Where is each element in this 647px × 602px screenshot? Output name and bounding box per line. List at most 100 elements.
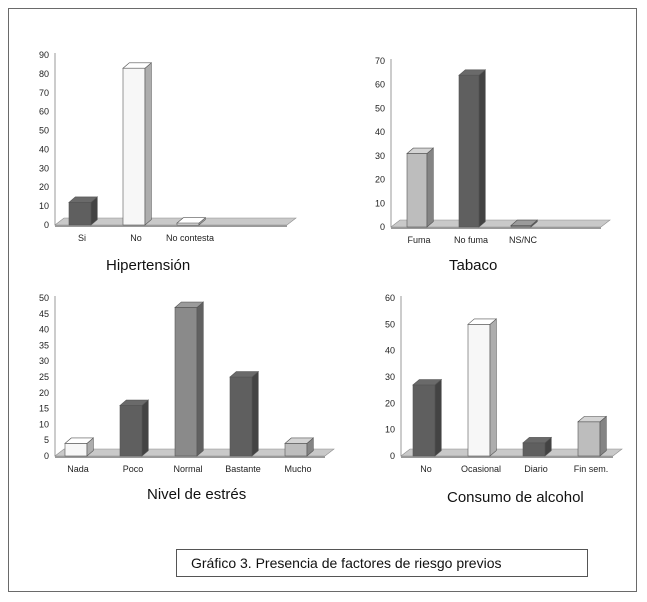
bar — [229, 370, 260, 457]
chart-title-hipertension: Hipertensión — [106, 257, 191, 274]
bar-front — [577, 421, 601, 457]
y-tick-label: 80 — [39, 69, 49, 79]
chart-nivel-estres-svg: 0 5 10 15 20 25 30 35 40 45 50 Nada Poco Normal Bastan… — [39, 293, 335, 474]
x-tick-label: Diario — [524, 464, 548, 474]
y-tick-label: 60 — [375, 80, 385, 90]
bar — [412, 378, 443, 457]
bar-side — [434, 378, 442, 457]
bar-top — [522, 437, 553, 444]
y-tick-label: 40 — [385, 346, 395, 356]
bar — [577, 415, 608, 457]
bar-front — [522, 442, 546, 457]
y-tick-label: 90 — [39, 50, 49, 60]
y-tick-label: 50 — [375, 103, 385, 113]
chart-title-consumo-alcohol: Consumo de alcohol — [447, 489, 584, 506]
bar-front — [406, 153, 428, 228]
bar-top — [577, 416, 608, 423]
x-tick-label: Normal — [173, 464, 202, 474]
y-tick-label: 15 — [39, 404, 49, 414]
x-tick-label: Si — [78, 233, 86, 243]
x-tick-label: No fuma — [454, 235, 488, 245]
y-tick-label: 35 — [39, 340, 49, 350]
y-tick-label: 50 — [385, 319, 395, 329]
bar — [406, 147, 435, 228]
bar — [522, 436, 553, 457]
chart-consumo-alcohol-svg: 0 10 20 30 40 50 60 No Ocasional Diario Fin sem. — [385, 293, 623, 474]
bar-side — [599, 415, 607, 457]
bar-side — [478, 69, 486, 228]
y-tick-label: 20 — [375, 175, 385, 185]
bar-front — [119, 405, 143, 457]
bar-front — [229, 376, 253, 457]
bar-side — [196, 301, 204, 457]
figure-caption: Gráfico 3. Presencia de factores de ries… — [176, 549, 588, 577]
chart-nivel-estres: 0 5 10 15 20 25 30 35 40 45 50 Nada Poco Normal Bastan… — [33, 290, 353, 480]
bar-side — [426, 147, 434, 228]
chart-floor-edge — [401, 456, 613, 458]
x-tick-label: Ocasional — [461, 464, 501, 474]
chart-floor-edge — [55, 225, 287, 227]
figure-frame: 0 10 20 30 40 50 60 70 80 90 Si No No contesta Hiper… — [8, 8, 637, 592]
y-tick-label: 60 — [385, 293, 395, 303]
bar — [510, 219, 539, 228]
y-tick-label: 40 — [39, 325, 49, 335]
bar-front — [68, 202, 92, 226]
bar-top — [229, 371, 260, 378]
x-tick-label: Fin sem. — [574, 464, 609, 474]
chart-consumo-alcohol: 0 10 20 30 40 50 60 No Ocasional Diario Fin sem. — [379, 290, 629, 480]
bar-top — [119, 399, 150, 406]
chart-tabaco-svg: 0 10 20 30 40 50 60 70 Fuma No fuma NS/NC — [375, 56, 611, 245]
bar — [122, 62, 153, 226]
y-tick-label: 10 — [385, 425, 395, 435]
bar-front — [284, 443, 308, 457]
y-tick-label: 0 — [44, 451, 49, 461]
x-tick-label: No contesta — [166, 233, 214, 243]
x-tick-label: Nada — [67, 464, 89, 474]
bar-top — [467, 318, 498, 325]
bar-top — [412, 379, 443, 386]
bar-top — [176, 217, 207, 224]
bar-side — [251, 370, 259, 457]
bar-top — [284, 437, 315, 444]
bar-front — [122, 67, 146, 226]
bar — [174, 301, 205, 457]
bar-side — [144, 62, 152, 226]
y-tick-label: 20 — [39, 182, 49, 192]
y-tick-label: 20 — [39, 388, 49, 398]
chart-hipertension: 0 10 20 30 40 50 60 70 80 90 Si No No contesta — [33, 47, 303, 247]
bar-front — [412, 384, 436, 457]
bar-side — [141, 399, 149, 457]
y-tick-label: 50 — [39, 126, 49, 136]
y-tick-label: 10 — [375, 198, 385, 208]
bar-front — [467, 324, 491, 457]
y-tick-label: 30 — [39, 356, 49, 366]
bar — [64, 437, 95, 457]
bar-front — [458, 74, 480, 228]
y-tick-label: 50 — [39, 293, 49, 303]
bar — [458, 69, 487, 228]
y-tick-label: 40 — [375, 127, 385, 137]
bar-top — [458, 69, 487, 76]
chart-title-nivel-estres: Nivel de estrés — [147, 486, 247, 503]
y-tick-label: 5 — [44, 435, 49, 445]
y-tick-label: 45 — [39, 309, 49, 319]
bar-top — [64, 437, 95, 444]
y-tick-label: 30 — [39, 163, 49, 173]
bar — [284, 437, 315, 457]
bar-front — [64, 443, 88, 457]
chart-floor-edge — [391, 227, 601, 229]
y-tick-label: 20 — [385, 398, 395, 408]
y-tick-label: 70 — [375, 56, 385, 66]
bar-top — [122, 62, 153, 69]
y-tick-label: 25 — [39, 372, 49, 382]
bar — [119, 399, 150, 457]
y-tick-label: 30 — [375, 151, 385, 161]
chart-floor-edge — [55, 456, 325, 458]
x-tick-label: Mucho — [284, 464, 311, 474]
x-tick-label: No — [130, 233, 142, 243]
bar — [176, 217, 207, 226]
bar — [467, 318, 498, 457]
y-tick-label: 40 — [39, 144, 49, 154]
y-tick-label: 30 — [385, 372, 395, 382]
y-tick-label: 70 — [39, 88, 49, 98]
